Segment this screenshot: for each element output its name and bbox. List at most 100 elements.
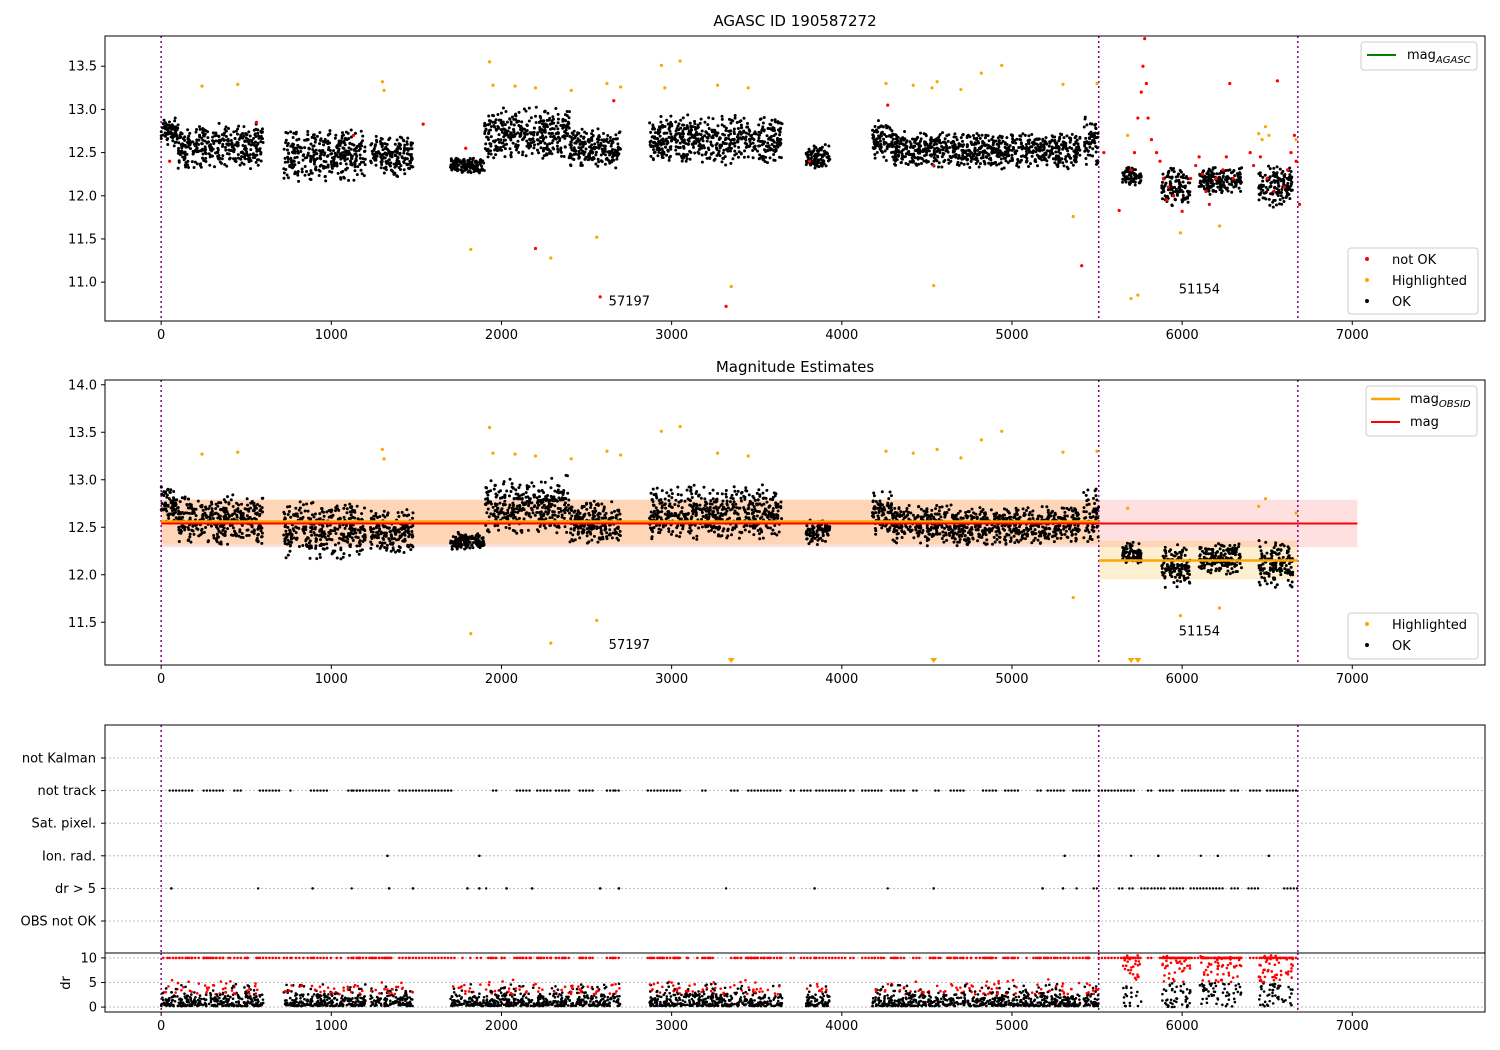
agasc-ok-point xyxy=(721,156,725,160)
agasc-ok-point xyxy=(729,161,733,165)
mag-est-ok-point xyxy=(363,533,367,537)
agasc-ok-point xyxy=(326,148,330,152)
mag-est-ok-point xyxy=(252,508,256,512)
agasc-ok-point xyxy=(333,136,337,140)
agasc-ok-point xyxy=(915,137,919,141)
agasc-ok-point xyxy=(568,134,572,138)
agasc-ok-point xyxy=(597,138,601,142)
agasc-ok-point xyxy=(545,145,549,149)
agasc-ok-point xyxy=(381,148,385,152)
agasc-ok-point xyxy=(1088,137,1092,141)
agasc-ok-point xyxy=(1234,183,1238,187)
agasc-ok-point xyxy=(662,142,666,146)
agasc-ok-point xyxy=(1172,167,1176,171)
mag-est-ok-point xyxy=(338,524,342,528)
agasc-ok-point xyxy=(293,151,297,155)
agasc-ok-point xyxy=(772,126,776,130)
mag-est-ok-point xyxy=(308,517,312,521)
mag-est-ok-point xyxy=(239,516,243,520)
agasc-ok-point xyxy=(505,131,509,135)
agasc-not-ok-point xyxy=(1146,116,1150,120)
agasc-ok-point xyxy=(565,134,569,138)
agasc-obsid-annotation: 51154 xyxy=(1179,282,1220,297)
mag-est-ok-point xyxy=(317,517,321,521)
agasc-not-ok-point xyxy=(1136,116,1140,120)
agasc-ok-point xyxy=(547,131,551,135)
agasc-ok-point xyxy=(547,118,551,122)
agasc-ok-point xyxy=(306,129,310,133)
agasc-ok-point xyxy=(259,159,263,163)
agasc-ok-point xyxy=(1181,180,1185,184)
agasc-ok-point xyxy=(541,119,545,123)
agasc-legend-marker xyxy=(1365,299,1369,303)
agasc-ok-point xyxy=(1271,200,1275,204)
agasc-ok-point xyxy=(241,132,245,136)
agasc-ok-point xyxy=(616,142,620,146)
agasc-ok-point xyxy=(363,149,367,153)
mag-est-ok-point xyxy=(226,527,230,531)
agasc-ok-point xyxy=(1216,180,1220,184)
agasc-ok-point xyxy=(524,154,528,158)
agasc-ok-point xyxy=(374,134,378,138)
agasc-ok-point xyxy=(1027,134,1031,138)
agasc-ok-point xyxy=(583,130,587,134)
agasc-ok-point xyxy=(313,140,317,144)
agasc-ok-point xyxy=(1023,133,1027,137)
agasc-ok-point xyxy=(1260,185,1264,189)
agasc-ok-point xyxy=(1128,172,1132,176)
agasc-ok-point xyxy=(1288,197,1292,201)
agasc-ok-point xyxy=(1125,170,1129,174)
agasc-ok-point xyxy=(554,106,558,110)
agasc-not-ok-point xyxy=(1194,163,1198,168)
agasc-ok-point xyxy=(969,159,973,163)
agasc-ok-point xyxy=(591,129,595,133)
agasc-ok-point xyxy=(669,120,673,124)
agasc-ok-point xyxy=(171,139,175,143)
agasc-ok-point xyxy=(983,144,987,148)
agasc-ok-point xyxy=(968,166,972,170)
agasc-ok-point xyxy=(176,123,180,127)
agasc-ok-point xyxy=(651,145,655,149)
mag-est-ok-point xyxy=(406,543,410,547)
agasc-ok-point xyxy=(322,165,326,169)
agasc-ok-point xyxy=(303,156,307,160)
agasc-ok-point xyxy=(1084,162,1088,166)
agasc-ok-point xyxy=(764,155,768,159)
agasc-ok-point xyxy=(355,154,359,158)
agasc-ok-point xyxy=(1047,155,1051,159)
agasc-ok-point xyxy=(335,146,339,150)
agasc-ok-point xyxy=(735,135,739,139)
agasc-ok-point xyxy=(362,174,366,178)
agasc-ok-point xyxy=(297,179,301,183)
agasc-ok-point xyxy=(1019,145,1023,149)
agasc-ok-point xyxy=(1078,153,1082,157)
mag-est-ok-point xyxy=(159,485,163,489)
agasc-ok-point xyxy=(772,158,776,162)
agasc-ok-point xyxy=(729,132,733,136)
mag-est-ok-point xyxy=(230,513,234,517)
agasc-ok-point xyxy=(525,129,529,133)
agasc-ok-point xyxy=(232,130,236,134)
agasc-ok-point xyxy=(379,137,383,141)
agasc-ok-point xyxy=(405,140,409,144)
agasc-ok-point xyxy=(1063,157,1067,161)
agasc-ok-point xyxy=(1005,146,1009,150)
mag-est-ok-point xyxy=(379,545,383,549)
agasc-ok-point xyxy=(211,147,215,151)
agasc-ok-point xyxy=(659,125,663,129)
agasc-ok-point xyxy=(333,151,337,155)
agasc-ok-point xyxy=(669,114,673,118)
mag-est-ok-point xyxy=(408,533,412,537)
agasc-ok-point xyxy=(761,157,765,161)
agasc-ok-point xyxy=(1024,159,1028,163)
agasc-ok-point xyxy=(305,138,309,142)
agasc-highlighted-point xyxy=(1129,296,1133,301)
agasc-ok-point xyxy=(700,160,704,164)
agasc-ok-point xyxy=(532,133,536,137)
mag-est-ok-point xyxy=(369,527,373,531)
agasc-ok-point xyxy=(388,152,392,156)
mag-est-ok-point xyxy=(309,530,313,534)
agasc-ok-point xyxy=(743,136,747,140)
agasc-ok-point xyxy=(353,159,357,163)
agasc-ok-point xyxy=(1127,182,1131,186)
